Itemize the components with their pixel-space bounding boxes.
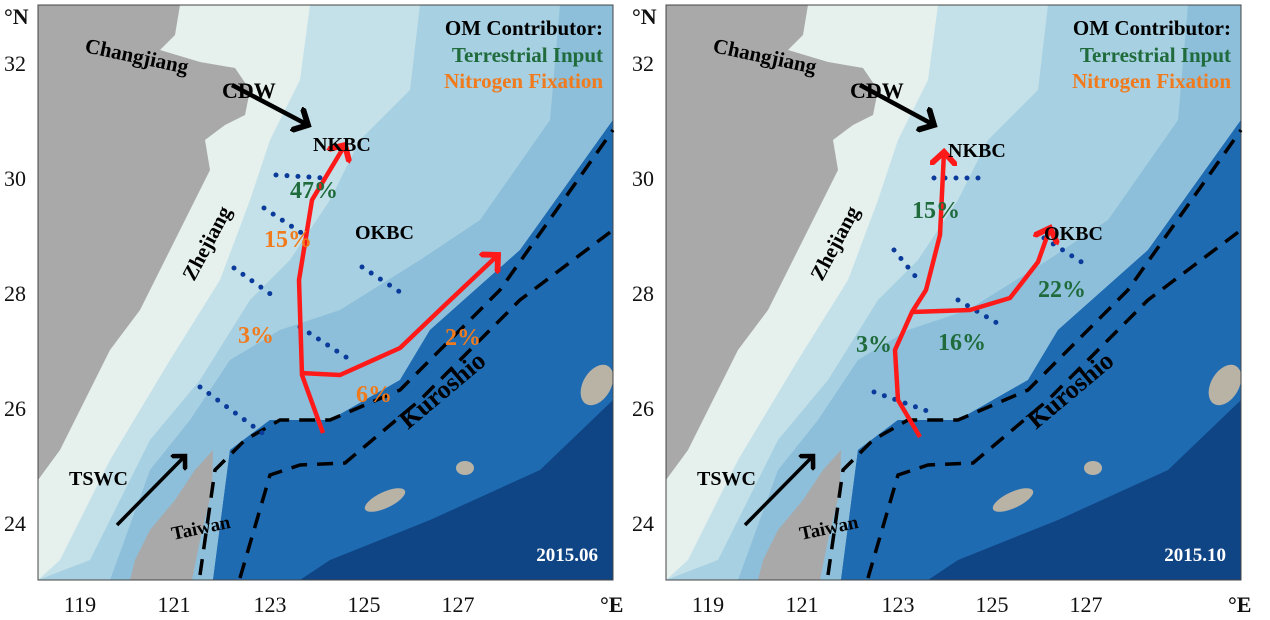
current-arrows xyxy=(892,152,1050,439)
value-label: 6% xyxy=(356,382,392,408)
transect-line xyxy=(955,297,1005,329)
legend-nitrogen: Nitrogen Fixation xyxy=(444,69,603,93)
lat-tick: 26 xyxy=(632,396,654,421)
label-nkbc: NKBC xyxy=(313,134,371,156)
okbc-arrow xyxy=(299,255,498,378)
legend-title: OM Contributor: xyxy=(445,16,603,40)
transect-line xyxy=(1041,235,1089,268)
lon-tick: 125 xyxy=(348,592,381,617)
panel-2015-10: Changjiang Zhejiang Taiwan CDW NKBC OKBC… xyxy=(632,4,1251,617)
cdw-arrow xyxy=(230,83,308,125)
lon-tick: 127 xyxy=(1070,592,1103,617)
lon-tick: 127 xyxy=(442,592,475,617)
value-label: 16% xyxy=(938,330,986,356)
transect-line xyxy=(197,384,268,438)
lon-tick: 119 xyxy=(64,592,96,617)
lat-tick: 30 xyxy=(4,166,26,191)
transect-line xyxy=(297,324,355,364)
lon-tick: 123 xyxy=(882,592,915,617)
legend-nitrogen: Nitrogen Fixation xyxy=(1072,69,1231,93)
panel-date: 2015.10 xyxy=(1164,545,1226,566)
value-label: 22% xyxy=(1038,277,1086,303)
label-cdw: CDW xyxy=(222,78,276,103)
label-cdw: CDW xyxy=(850,78,904,103)
value-label: 3% xyxy=(238,323,274,349)
lat-unit: °N xyxy=(4,4,29,29)
transect-line xyxy=(231,265,279,301)
label-tswc: TSWC xyxy=(697,468,756,490)
tswc-arrow xyxy=(743,456,813,527)
legend-terrestrial: Terrestrial Input xyxy=(1080,43,1231,67)
transect-line xyxy=(261,205,309,239)
panel-date: 2015.06 xyxy=(536,545,598,566)
label-nkbc: NKBC xyxy=(948,140,1006,162)
lat-tick: 30 xyxy=(632,166,654,191)
panel-2015-06: Changjiang Zhejiang Taiwan CDW NKBC OKBC… xyxy=(4,4,623,617)
cdw-arrow xyxy=(858,83,934,125)
lon-tick: 121 xyxy=(158,592,191,617)
transect-line xyxy=(359,264,409,299)
lat-tick: 32 xyxy=(4,51,26,76)
value-label: 47% xyxy=(290,178,338,204)
label-okbc: OKBC xyxy=(355,222,414,244)
tswc-arrow xyxy=(115,456,185,527)
lon-tick: 119 xyxy=(692,592,724,617)
lon-unit: °E xyxy=(600,592,623,617)
value-label: 15% xyxy=(912,198,960,224)
transects xyxy=(197,172,409,438)
transect-line xyxy=(273,172,327,181)
nkbc-arrow xyxy=(296,145,345,434)
value-label: 15% xyxy=(264,227,312,253)
legend-terrestrial: Terrestrial Input xyxy=(452,43,603,67)
current-arrows xyxy=(296,145,498,434)
label-tswc: TSWC xyxy=(69,468,128,490)
transects xyxy=(871,175,1089,415)
lat-tick: 26 xyxy=(4,396,26,421)
lat-tick: 32 xyxy=(632,51,654,76)
legend-title: OM Contributor: xyxy=(1073,16,1231,40)
lat-tick: 24 xyxy=(632,511,654,536)
lon-tick: 123 xyxy=(254,592,287,617)
lat-tick: 28 xyxy=(632,281,654,306)
value-label: 2% xyxy=(445,325,481,351)
transect-line xyxy=(891,247,923,285)
okbc-arrow xyxy=(911,228,1050,315)
label-okbc: OKBC xyxy=(1044,223,1103,245)
lat-unit: °N xyxy=(632,4,657,29)
lon-unit: °E xyxy=(1228,592,1251,617)
lat-tick: 24 xyxy=(4,511,26,536)
transect-line xyxy=(871,389,933,415)
value-label: 3% xyxy=(856,332,892,358)
lat-tick: 28 xyxy=(4,281,26,306)
lon-tick: 125 xyxy=(976,592,1009,617)
lon-tick: 121 xyxy=(786,592,819,617)
